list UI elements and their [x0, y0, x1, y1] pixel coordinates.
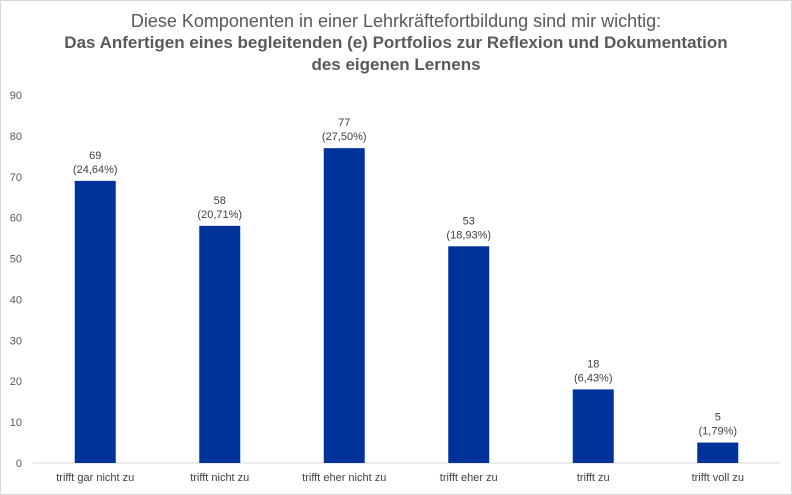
- chart-title-block: Diese Komponenten in einer Lehrkräftefor…: [0, 10, 792, 76]
- data-label-percent: (6,43%): [574, 372, 613, 384]
- data-label-value: 69: [89, 150, 101, 162]
- bar: [572, 389, 614, 463]
- y-tick-label: 70: [10, 172, 22, 184]
- x-category-label: trifft nicht zu: [190, 472, 249, 484]
- chart-title: Diese Komponenten in einer Lehrkräftefor…: [130, 11, 662, 31]
- x-category-label: trifft zu: [577, 472, 610, 484]
- data-label-value: 5: [715, 412, 721, 424]
- x-category-label: trifft voll zu: [692, 472, 744, 484]
- data-label-percent: (1,79%): [698, 426, 737, 438]
- data-label-percent: (18,93%): [446, 229, 491, 241]
- y-tick-label: 90: [10, 90, 22, 102]
- data-label-percent: (27,50%): [322, 131, 367, 143]
- bar: [74, 180, 116, 463]
- x-category-label: trifft gar nicht zu: [56, 472, 134, 484]
- y-tick-label: 30: [10, 335, 22, 347]
- data-label-value: 77: [338, 117, 350, 129]
- x-category-label: trifft eher nicht zu: [302, 472, 386, 484]
- x-category-label: trifft eher zu: [440, 472, 498, 484]
- y-tick-label: 40: [10, 294, 22, 306]
- bar: [323, 148, 365, 463]
- bar: [697, 442, 739, 463]
- y-tick-label: 0: [16, 458, 22, 470]
- y-tick-label: 60: [10, 213, 22, 225]
- chart-subtitle-line-2: des eigenen Lernens: [311, 55, 481, 74]
- data-label-value: 53: [463, 215, 475, 227]
- y-tick-label: 10: [10, 417, 22, 429]
- y-tick-label: 50: [10, 254, 22, 266]
- chart-subtitle-line-1: Das Anfertigen eines begleitenden (e) Po…: [64, 33, 728, 52]
- y-tick-label: 20: [10, 376, 22, 388]
- data-label-percent: (20,71%): [197, 209, 242, 221]
- bar: [448, 246, 490, 463]
- data-label-value: 58: [214, 195, 226, 207]
- y-tick-label: 80: [10, 131, 22, 143]
- data-label-value: 18: [587, 358, 599, 370]
- data-label-percent: (24,64%): [73, 164, 118, 176]
- bar: [199, 225, 241, 463]
